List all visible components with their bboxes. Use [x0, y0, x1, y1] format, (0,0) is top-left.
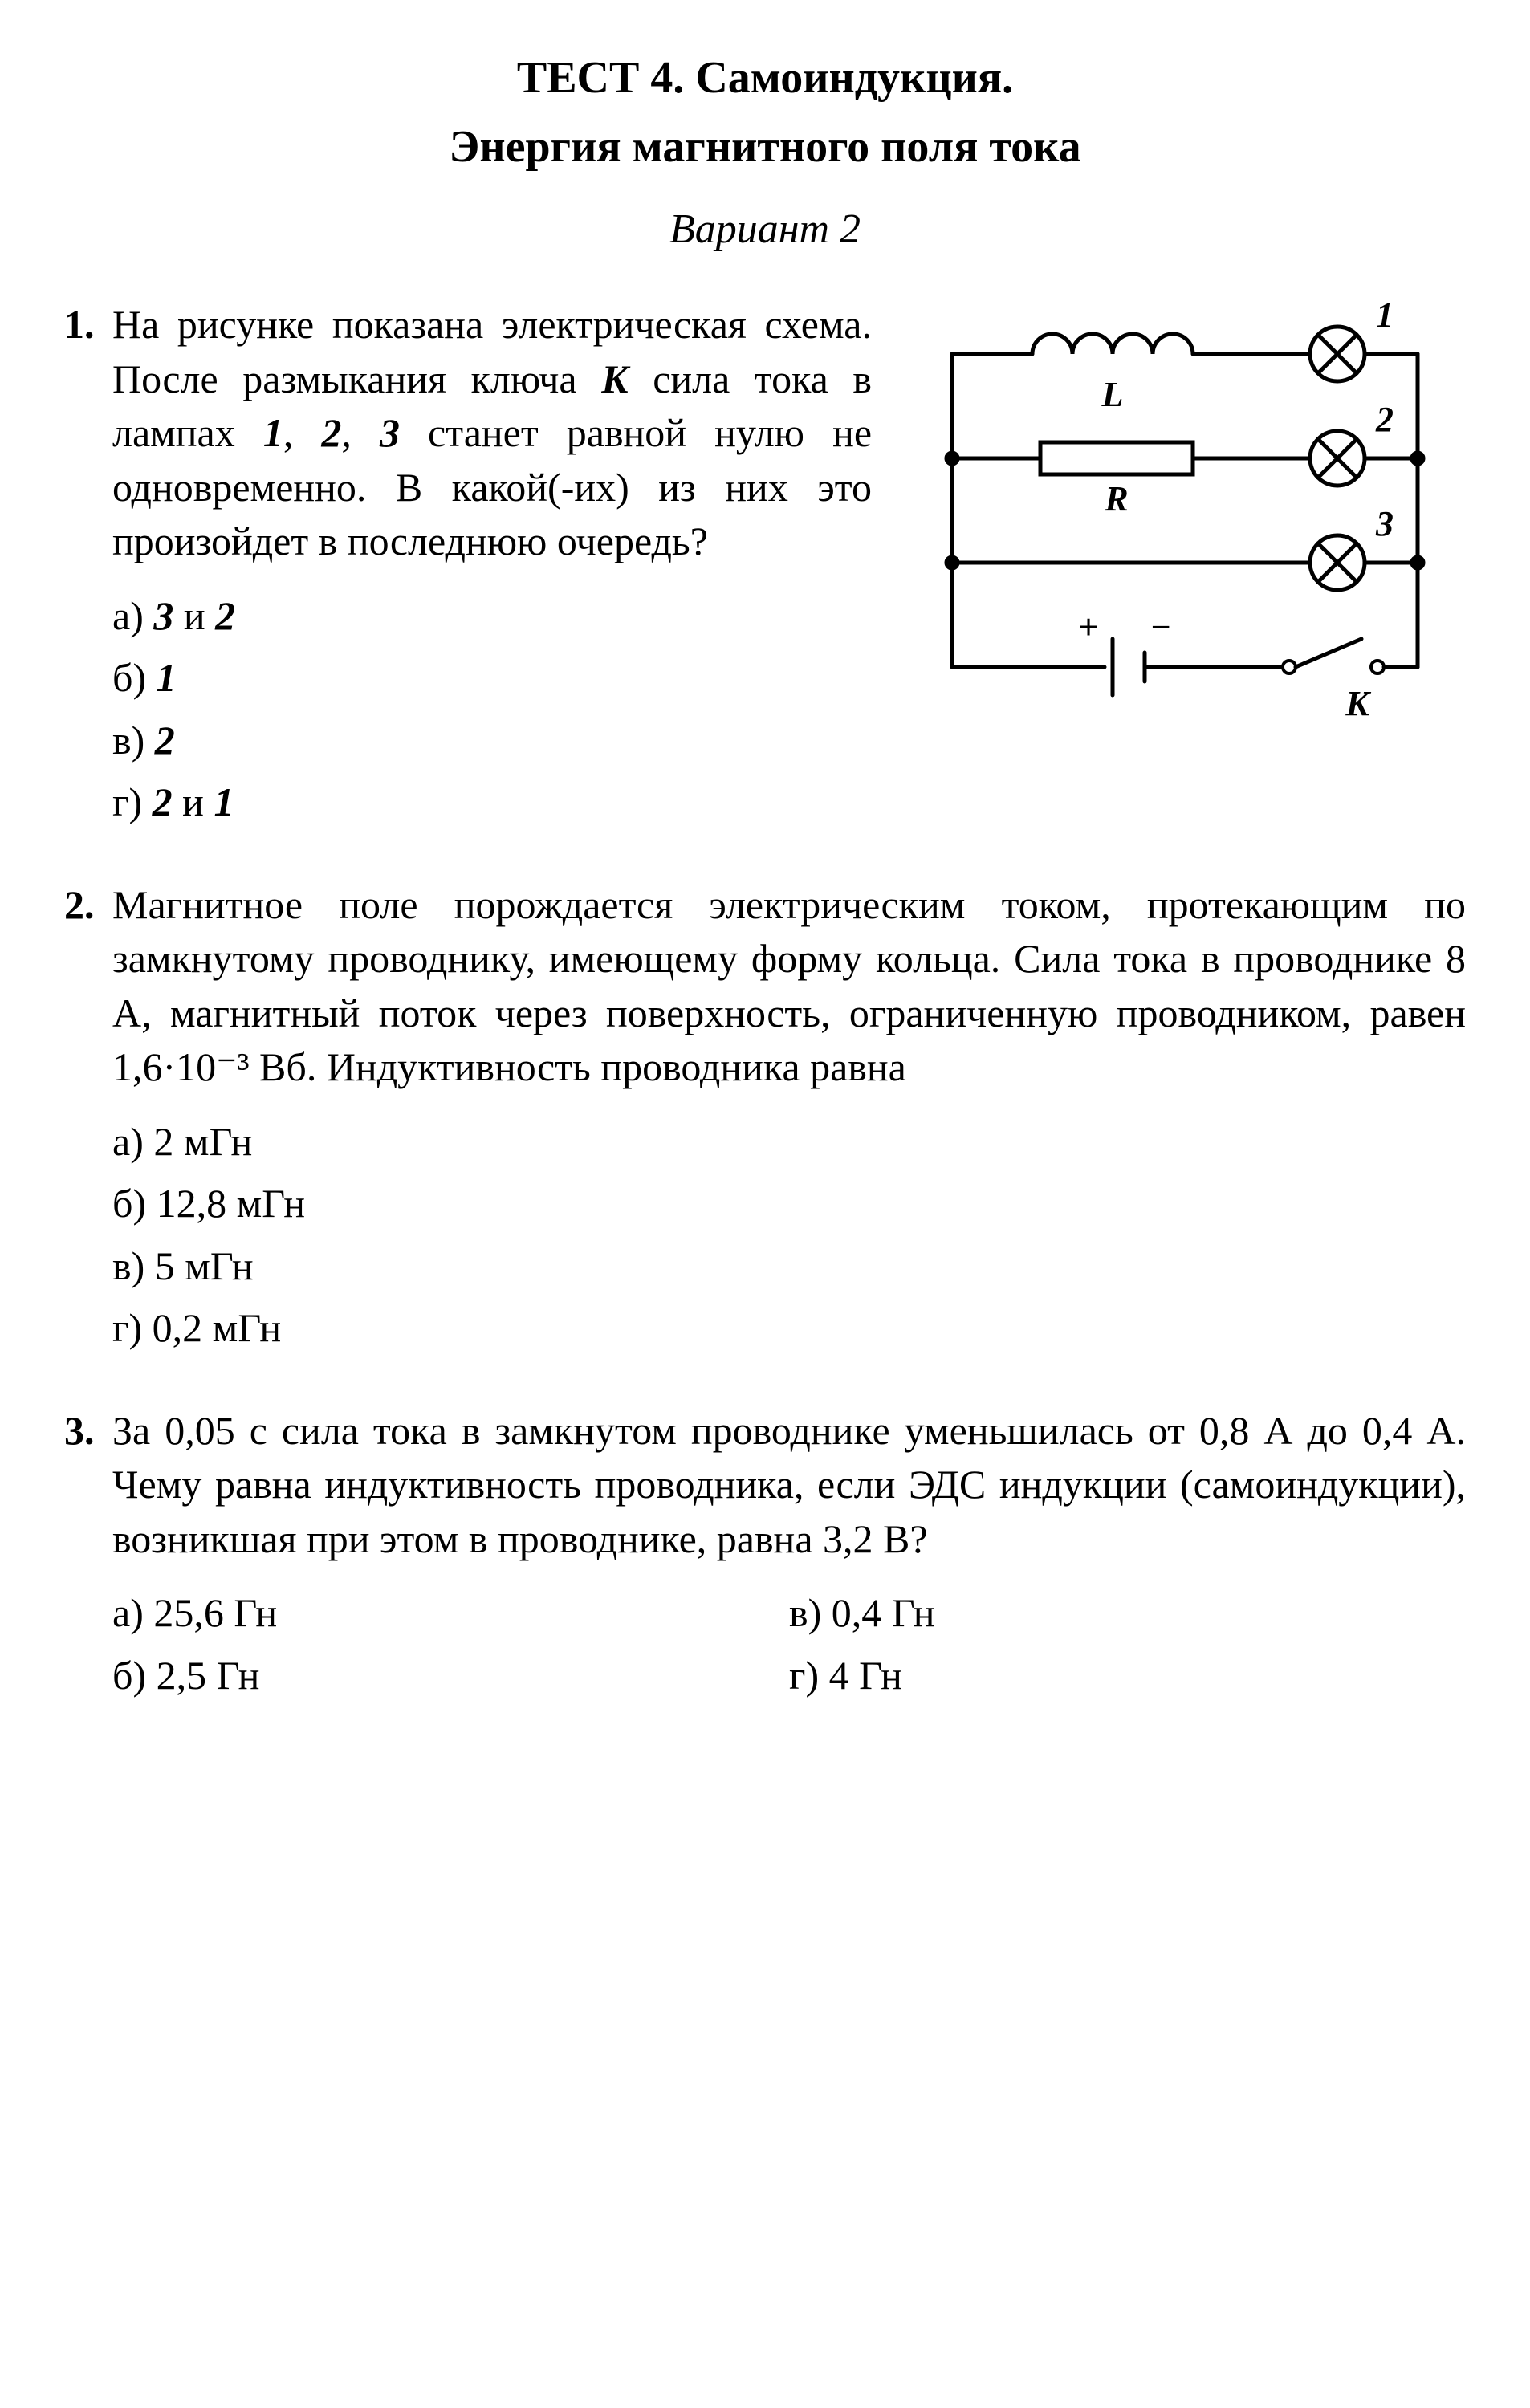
svg-text:K: K: [1345, 684, 1371, 723]
answer-option: г) 0,2 мГн: [112, 1301, 1466, 1356]
q2-answers: а) 2 мГн б) 12,8 мГн в) 5 мГн г) 0,2 мГн: [112, 1115, 1466, 1356]
test-title-line2: Энергия магнитного поля тока: [64, 117, 1466, 178]
answer-option: в) 2: [112, 714, 872, 768]
answer-option: а) 25,6 Гн: [112, 1586, 789, 1641]
answer-option: б) 1: [112, 651, 872, 706]
svg-text:+: +: [1078, 608, 1098, 647]
q2-text: Магнитное поле порождается электрическим…: [112, 878, 1466, 1095]
test-title-line1: ТЕСТ 4. Самоиндукция.: [64, 48, 1466, 109]
svg-text:L: L: [1101, 375, 1124, 414]
answer-option: б) 12,8 мГн: [112, 1177, 1466, 1231]
question-2: 2. Магнитное поле порождается электричес…: [64, 878, 1466, 1364]
page: ТЕСТ 4. Самоиндукция. Энергия магнитного…: [0, 0, 1530, 2408]
answer-option: в) 0,4 Гн: [789, 1586, 1466, 1641]
svg-text:R: R: [1104, 479, 1128, 519]
svg-text:3: 3: [1375, 504, 1394, 543]
answer-option: б) 2,5 Гн: [112, 1649, 789, 1703]
circuit-diagram: 1 L 2 R 3 + − K: [904, 298, 1466, 746]
svg-text:1: 1: [1376, 298, 1394, 335]
answer-option: г) 4 Гн: [789, 1649, 1466, 1703]
question-3: 3. За 0,05 с сила тока в замкнутом прово…: [64, 1404, 1466, 1711]
answer-option: а) 2 мГн: [112, 1115, 1466, 1169]
answer-option: а) 3 и 2: [112, 589, 872, 644]
q3-number: 3.: [64, 1404, 112, 1458]
variant-label: Вариант 2: [64, 201, 1466, 258]
q1-answers: а) 3 и 2 б) 1 в) 2 г) 2 и 1: [112, 589, 872, 830]
q1-number: 1.: [64, 298, 112, 352]
answer-option: в) 5 мГн: [112, 1239, 1466, 1294]
svg-text:−: −: [1150, 608, 1170, 647]
q2-number: 2.: [64, 878, 112, 933]
q3-answers: а) 25,6 Гн б) 2,5 Гн в) 0,4 Гн г) 4 Гн: [112, 1586, 1466, 1710]
svg-text:2: 2: [1375, 400, 1394, 439]
q1-text: На рисунке показана электрическая схема.…: [112, 298, 872, 569]
answer-option: г) 2 и 1: [112, 775, 872, 830]
question-1: 1. На рисунке показана электрическая схе…: [64, 298, 1466, 838]
q3-text: За 0,05 с сила тока в замкнутом проводни…: [112, 1404, 1466, 1567]
